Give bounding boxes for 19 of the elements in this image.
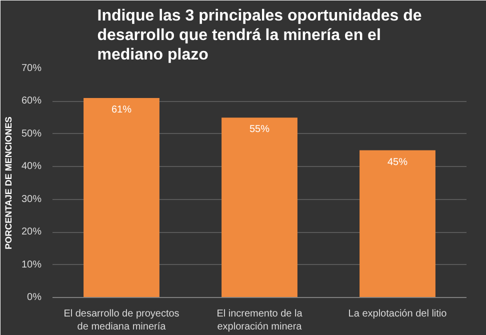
data-label: 55% <box>249 124 270 136</box>
data-label: 45% <box>387 156 408 168</box>
y-tick-label: 60% <box>21 96 42 107</box>
chart-title: Indique las 3 principales oportunidades de desarrollo que tendrá la minería en el mediano plazo <box>97 7 422 64</box>
x-tick-label: El desarrollo de proyectos de mediana minería <box>64 308 180 333</box>
y-axis-title: PORCENTAJE DE MENCIONES <box>3 116 14 250</box>
data-label: 61% <box>111 104 132 116</box>
y-tick-label: 40% <box>21 161 42 172</box>
y-tick-label: 0% <box>27 292 42 303</box>
y-tick-label: 10% <box>21 259 42 270</box>
bar <box>360 150 436 298</box>
y-tick-label: 50% <box>21 128 42 140</box>
bar <box>222 118 298 298</box>
x-tick-label: El incremento de la exploración minera <box>216 308 303 333</box>
y-tick-label: 30% <box>21 194 42 205</box>
bar <box>84 98 160 298</box>
y-tick-label: 20% <box>21 226 42 238</box>
y-tick-label: 70% <box>21 63 42 74</box>
x-tick-label: La explotación del litio <box>348 308 448 320</box>
